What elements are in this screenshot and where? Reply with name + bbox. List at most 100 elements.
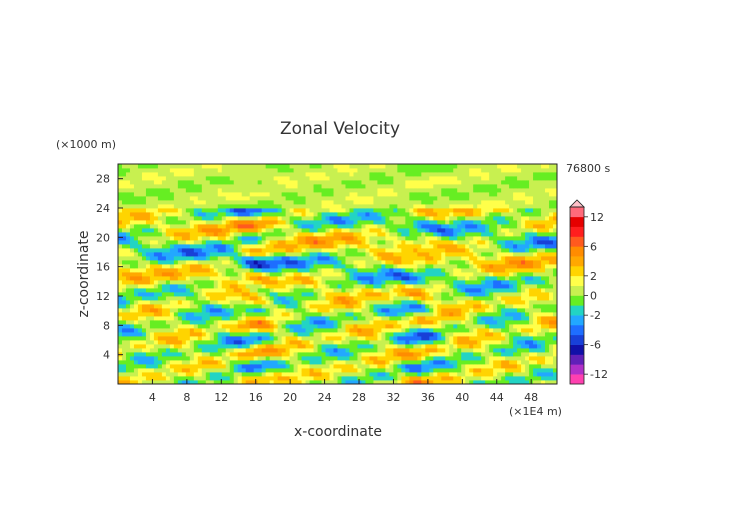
field-cell	[133, 308, 139, 313]
field-cell	[313, 232, 318, 237]
field-cell	[317, 364, 322, 369]
field-cell	[513, 380, 518, 385]
field-cell	[517, 220, 522, 225]
field-cell	[545, 308, 550, 313]
field-cell	[541, 336, 546, 341]
field-cell	[329, 208, 334, 213]
field-cell	[345, 376, 350, 381]
field-cell	[361, 248, 366, 253]
field-cell	[377, 276, 382, 281]
field-cell	[405, 260, 410, 265]
field-cell	[229, 256, 235, 261]
field-cell	[349, 232, 354, 237]
field-cell	[309, 276, 314, 281]
field-cell	[289, 360, 294, 365]
field-cell	[221, 216, 227, 221]
field-cell	[549, 296, 554, 301]
field-cell	[541, 244, 546, 249]
field-cell	[485, 268, 490, 273]
field-cell	[125, 236, 131, 241]
field-cell	[125, 348, 131, 353]
field-cell	[373, 204, 378, 209]
field-cell	[137, 336, 143, 341]
field-cell	[457, 344, 462, 349]
field-cell	[357, 212, 362, 217]
field-cell	[285, 360, 291, 365]
field-cell	[413, 364, 418, 369]
field-cell	[393, 224, 398, 229]
field-cell	[349, 264, 354, 269]
field-cell	[181, 268, 187, 273]
field-cell	[473, 264, 478, 269]
field-cell	[253, 360, 259, 365]
field-cell	[165, 296, 171, 301]
field-cell	[413, 228, 418, 233]
field-cell	[477, 252, 482, 257]
field-cell	[173, 288, 179, 293]
field-cell	[321, 272, 326, 277]
field-cell	[253, 288, 259, 293]
field-cell	[333, 372, 338, 377]
field-cell	[405, 296, 410, 301]
field-cell	[321, 220, 326, 225]
field-cell	[413, 208, 418, 213]
field-cell	[177, 380, 183, 385]
field-cell	[553, 308, 558, 313]
field-cell	[321, 348, 326, 353]
field-cell	[421, 236, 426, 241]
field-cell	[449, 336, 454, 341]
field-cell	[233, 264, 239, 269]
field-cell	[305, 224, 310, 229]
field-cell	[145, 320, 151, 325]
field-cell	[341, 312, 346, 317]
field-cell	[285, 368, 291, 373]
field-cell	[185, 372, 191, 377]
field-cell	[257, 376, 263, 381]
field-cell	[241, 200, 247, 205]
field-cell	[285, 200, 291, 205]
field-cell	[341, 256, 346, 261]
field-cell	[257, 228, 263, 233]
field-cell	[509, 296, 514, 301]
field-cell	[201, 272, 207, 277]
field-cell	[257, 200, 263, 205]
field-cell	[217, 268, 223, 273]
field-cell	[533, 340, 538, 345]
field-cell	[489, 320, 494, 325]
field-cell	[185, 340, 191, 345]
field-cell	[118, 348, 123, 353]
field-cell	[249, 220, 255, 225]
field-cell	[497, 344, 502, 349]
field-cell	[205, 324, 211, 329]
field-cell	[509, 292, 514, 297]
field-cell	[125, 340, 131, 345]
field-cell	[537, 268, 542, 273]
field-cell	[553, 380, 558, 385]
field-cell	[121, 312, 127, 317]
field-cell	[137, 352, 143, 357]
field-cell	[449, 252, 454, 257]
field-cell	[553, 344, 558, 349]
field-cell	[485, 324, 490, 329]
field-cell	[241, 228, 247, 233]
field-cell	[181, 324, 187, 329]
field-cell	[405, 360, 410, 365]
field-cell	[133, 276, 139, 281]
field-cell	[525, 380, 530, 385]
field-cell	[393, 328, 398, 333]
field-cell	[373, 312, 378, 317]
field-cell	[333, 320, 338, 325]
field-cell	[493, 268, 498, 273]
field-cell	[473, 368, 478, 373]
field-cell	[521, 268, 526, 273]
field-cell	[253, 328, 259, 333]
field-cell	[253, 292, 259, 297]
field-cell	[273, 208, 279, 213]
field-cell	[517, 324, 522, 329]
field-cell	[169, 224, 175, 229]
field-cell	[469, 268, 474, 273]
field-cell	[397, 352, 402, 357]
field-cell	[265, 268, 271, 273]
field-cell	[289, 348, 294, 353]
field-cell	[189, 276, 195, 281]
